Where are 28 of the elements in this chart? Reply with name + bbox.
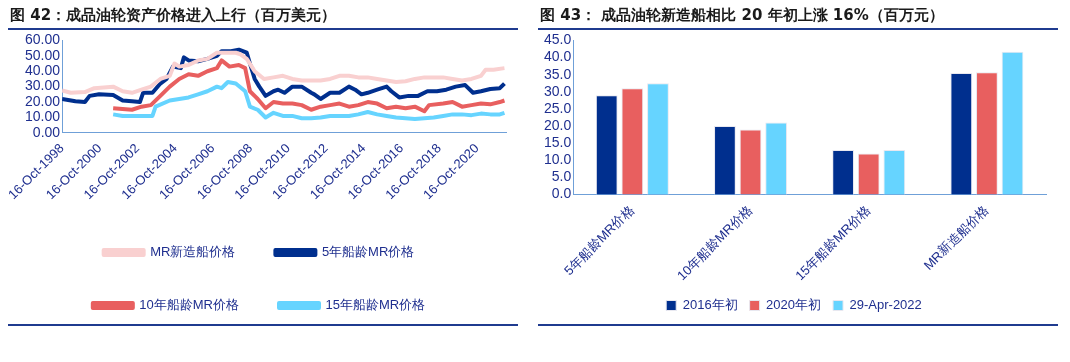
legend-label: 2020年初 xyxy=(766,297,822,313)
chart-title: 图 42：成品油轮资产价格进入上行（百万美元） xyxy=(8,4,518,30)
y-tick-label: 15.0 xyxy=(544,133,572,150)
y-tick-label: 30.00 xyxy=(25,77,61,94)
y-tick-label: 35.0 xyxy=(544,65,572,82)
y-tick-label: 0.00 xyxy=(32,123,61,140)
y-tick-label: 25.0 xyxy=(544,99,572,116)
x-tick-label: MR新造船价格 xyxy=(920,202,992,273)
y-tick-label: 40.00 xyxy=(25,62,61,79)
y-tick-label: 20.00 xyxy=(25,92,61,109)
y-tick-label: 40.0 xyxy=(544,48,572,65)
x-tick-label: 15年船龄MR价格 xyxy=(792,202,874,284)
y-tick-label: 20.0 xyxy=(544,116,572,133)
legend-label: 10年船龄MR价格 xyxy=(139,297,240,313)
y-tick-label: 60.00 xyxy=(25,31,61,48)
y-tick-label: 10.0 xyxy=(544,151,572,168)
x-tick-label: 5年船龄MR价格 xyxy=(561,202,637,279)
legend-label: 2016年初 xyxy=(682,297,738,313)
y-tick-label: 0.0 xyxy=(551,185,572,202)
y-tick-label: 45.0 xyxy=(544,31,572,48)
chart-title: 图 43： 成品油轮新造船相比 20 年初上涨 16%（百万元） xyxy=(538,4,1058,30)
y-tick-label: 30.0 xyxy=(544,82,572,99)
y-tick-label: 10.00 xyxy=(25,108,61,125)
legend-label: 29-Apr-2022 xyxy=(849,297,922,313)
y-tick-label: 5.0 xyxy=(551,168,572,185)
legend-label: 15年船龄MR价格 xyxy=(325,297,426,313)
x-tick-label: 10年船龄MR价格 xyxy=(674,202,756,284)
y-tick-label: 50.00 xyxy=(25,46,61,63)
